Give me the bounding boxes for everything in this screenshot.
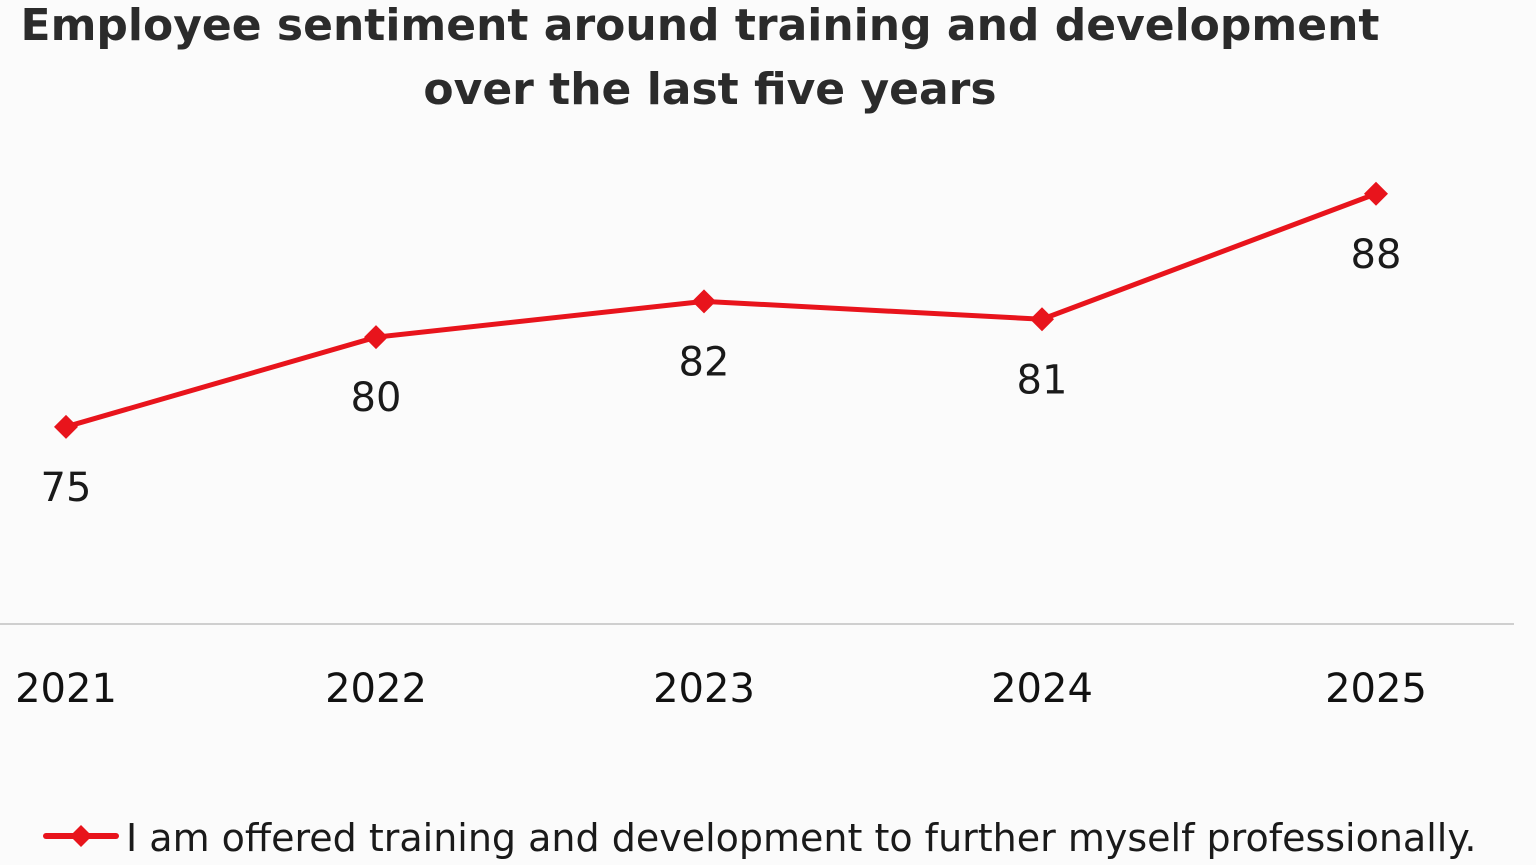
data-label-2025: 88: [1351, 232, 1402, 278]
x-tick-label-2021: 2021: [15, 666, 117, 712]
data-label-2022: 80: [351, 375, 402, 421]
data-labels: 75 80 82 81 88: [41, 232, 1402, 511]
x-axis-ticks: 2021 2022 2023 2024 2025: [15, 666, 1427, 712]
legend-series-label: I am offered training and development to…: [126, 816, 1476, 860]
chart-title: Employee sentiment around training and d…: [21, 0, 1380, 115]
x-tick-label-2025: 2025: [1325, 666, 1427, 712]
series-layer: [54, 181, 1388, 439]
legend-diamond-marker: [70, 825, 92, 847]
data-label-2021: 75: [41, 465, 92, 511]
data-point-2025: [1364, 181, 1388, 206]
chart-title-line-1: Employee sentiment around training and d…: [21, 0, 1380, 51]
chart-title-line-2: over the last five years: [423, 64, 996, 115]
legend: I am offered training and development to…: [43, 816, 1476, 860]
data-point-2023: [692, 289, 716, 314]
x-tick-label-2022: 2022: [325, 666, 427, 712]
data-label-2024: 81: [1017, 357, 1068, 403]
data-point-2021: [54, 414, 78, 439]
x-tick-label-2023: 2023: [653, 666, 755, 712]
series-line: [65, 191, 1377, 430]
data-point-2024: [1030, 307, 1054, 332]
x-tick-label-2024: 2024: [991, 666, 1093, 712]
data-label-2023: 82: [679, 339, 730, 385]
data-point-2022: [364, 325, 388, 350]
